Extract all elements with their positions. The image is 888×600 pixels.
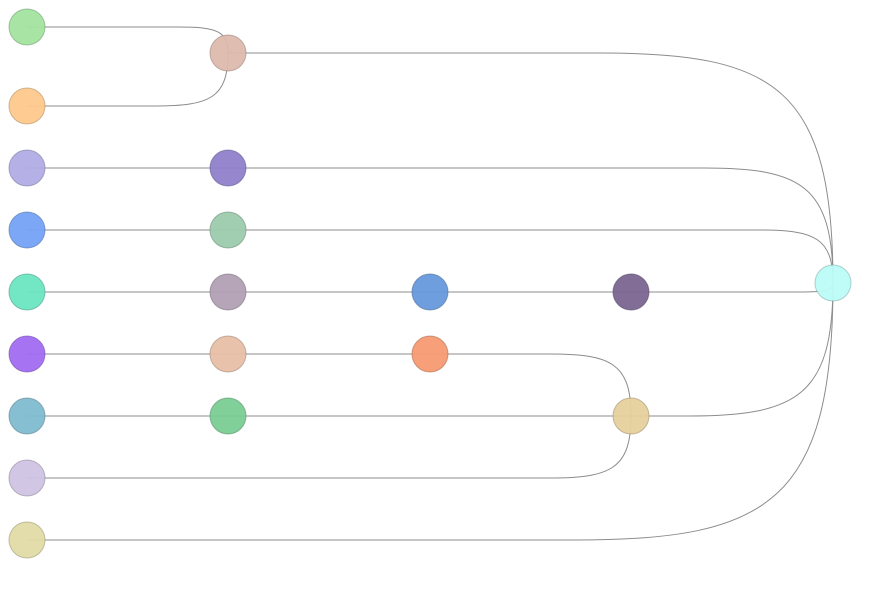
link-a9-e1	[27, 282, 834, 541]
node-a7[interactable]	[8, 397, 46, 435]
link-d2-e1	[631, 282, 834, 417]
node-a4[interactable]	[8, 211, 46, 249]
link-a1-b1	[27, 26, 229, 54]
node-d2[interactable]	[612, 397, 650, 435]
link-a8-d2	[27, 415, 632, 479]
node-b5[interactable]	[209, 335, 247, 373]
node-a5[interactable]	[8, 273, 46, 311]
node-a6[interactable]	[8, 335, 46, 373]
node-a3[interactable]	[8, 149, 46, 187]
link-c2-d2	[430, 353, 632, 417]
node-a1[interactable]	[8, 8, 46, 46]
node-d1[interactable]	[612, 273, 650, 311]
node-e1[interactable]	[814, 264, 852, 302]
node-a8[interactable]	[8, 459, 46, 497]
node-b4[interactable]	[209, 273, 247, 311]
link-d1-e1	[631, 282, 834, 293]
link-b3-e1	[228, 229, 834, 284]
node-c2[interactable]	[411, 335, 449, 373]
link-b1-e1	[228, 52, 834, 284]
node-a2[interactable]	[8, 87, 46, 125]
link-a2-b1	[27, 52, 229, 107]
link-b2-e1	[228, 167, 834, 284]
node-b3[interactable]	[209, 211, 247, 249]
node-c1[interactable]	[411, 273, 449, 311]
nodes-layer	[8, 8, 852, 559]
node-b6[interactable]	[209, 397, 247, 435]
node-b2[interactable]	[209, 149, 247, 187]
node-b1[interactable]	[209, 34, 247, 72]
node-a9[interactable]	[8, 521, 46, 559]
